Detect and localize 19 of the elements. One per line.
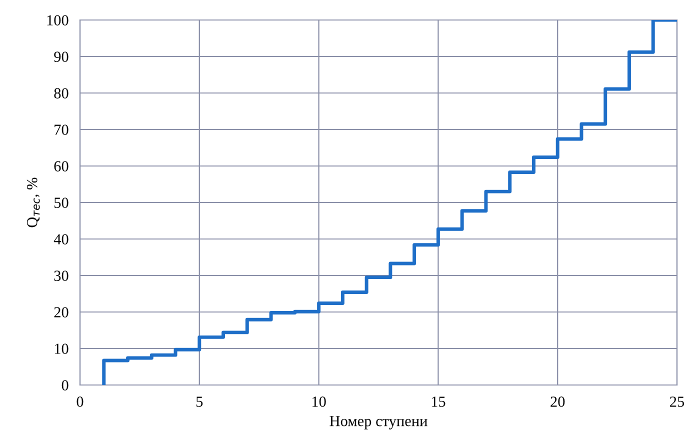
y-tick-label: 90 [54, 52, 68, 62]
y-tick-label: 100 [47, 15, 68, 26]
y-tick-label: 60 [54, 161, 68, 172]
y-tick-label: 30 [54, 270, 68, 281]
y-axis-title: Q$_{тес}$, % [26, 178, 40, 228]
y-tick-label: 50 [54, 198, 68, 208]
x-tick-label: 0 [76, 396, 84, 407]
x-axis-title: Номер ступени [330, 416, 428, 430]
y-tick-label: 70 [54, 124, 68, 135]
y-tick-label: 10 [54, 344, 68, 354]
x-tick-label: 25 [670, 396, 684, 407]
x-tick-label: 5 [196, 396, 203, 407]
y-tick-label: 0 [62, 380, 68, 390]
y-tick-label: 20 [54, 307, 68, 318]
x-tick-label: 20 [550, 396, 565, 407]
y-tick-label: 80 [54, 88, 68, 98]
x-tick-label: 15 [432, 396, 446, 407]
x-tick-label: 10 [312, 396, 326, 407]
y-tick-label: 40 [54, 234, 68, 244]
